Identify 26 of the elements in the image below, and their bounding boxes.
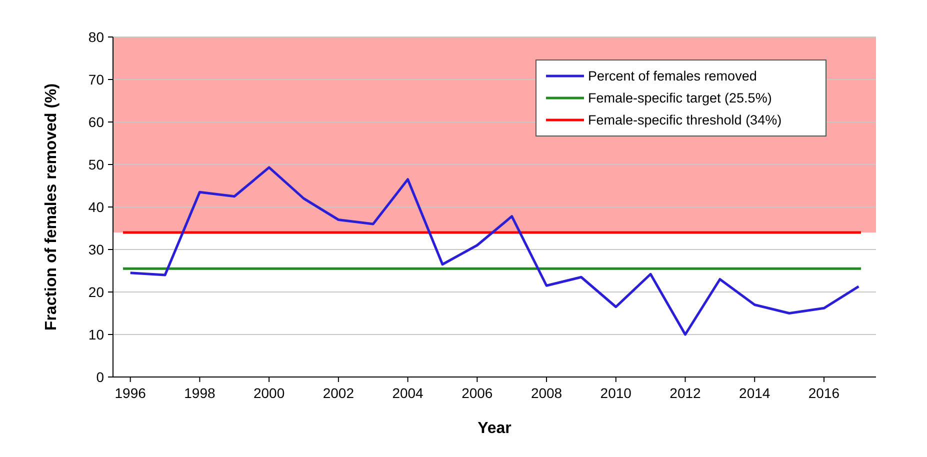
y-tick-label: 80 — [88, 28, 104, 45]
x-axis-title: Year — [478, 420, 512, 437]
y-tick-label: 20 — [88, 284, 104, 300]
x-tick-label: 2014 — [739, 385, 770, 401]
y-tick-label: 50 — [88, 156, 104, 172]
y-tick-label: 40 — [88, 198, 104, 215]
x-tick-label: 2002 — [322, 385, 354, 401]
legend-label: Female-specific threshold (34%) — [588, 112, 782, 128]
legend-label: Female-specific target (25.5%) — [588, 90, 772, 106]
y-tick-label: 60 — [88, 114, 104, 130]
x-tick-label: 2010 — [600, 385, 632, 401]
y-tick-label: 10 — [88, 326, 104, 342]
x-tick-label: 2012 — [670, 385, 702, 401]
y-axis-title: Fraction of females removed (%) — [43, 83, 60, 331]
x-tick-label: 1996 — [114, 385, 146, 401]
x-tick-label: 2008 — [530, 385, 562, 401]
y-tick-label: 70 — [88, 71, 104, 88]
x-tick-label: 2006 — [462, 385, 493, 401]
x-tick-label: 2000 — [253, 385, 285, 401]
x-tick-label: 1998 — [184, 385, 216, 401]
x-tick-label: 2016 — [808, 385, 840, 401]
line-series — [129, 166, 860, 336]
y-tick-label: 0 — [96, 368, 104, 385]
legend-label: Percent of females removed — [588, 68, 757, 84]
x-tick-label: 2004 — [392, 385, 424, 401]
y-tick-label: 30 — [88, 241, 104, 258]
